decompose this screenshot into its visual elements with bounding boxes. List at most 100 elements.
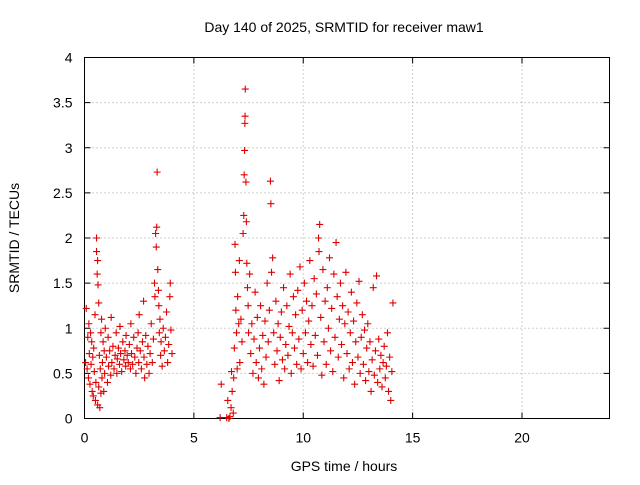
grid (84, 57, 610, 419)
plot-frame (84, 57, 610, 419)
data-point (259, 331, 267, 339)
data-point (347, 288, 355, 296)
data-point (344, 308, 352, 316)
data-point (352, 338, 360, 346)
data-point (140, 353, 148, 361)
data-point (301, 329, 309, 337)
data-point (250, 335, 258, 343)
y-tick-label: 1.5 (53, 275, 73, 291)
data-point (120, 356, 128, 364)
data-point (91, 311, 99, 319)
data-point (295, 335, 303, 343)
y-tick-label: 2.5 (53, 185, 73, 201)
data-point (385, 387, 393, 395)
data-point (378, 383, 386, 391)
data-point (235, 320, 243, 328)
data-point (103, 378, 111, 386)
data-point (159, 324, 167, 332)
axis-ticks: 0 5 10 15 20 0 0.5 1 1.5 2 2.5 3 3.5 4 (53, 50, 610, 446)
data-point (338, 340, 346, 348)
data-point (254, 374, 262, 382)
data-point (266, 177, 274, 185)
data-point (375, 335, 383, 343)
x-tick-label: 0 (81, 430, 89, 446)
data-point (154, 286, 162, 294)
data-point (95, 383, 103, 391)
y-tick-label: 4 (65, 50, 73, 66)
data-point (263, 279, 271, 287)
data-point (262, 353, 270, 361)
data-point (99, 338, 107, 346)
data-point (135, 311, 143, 319)
data-point (267, 200, 275, 208)
data-point (132, 369, 140, 377)
data-point (149, 335, 157, 343)
chart-title: Day 140 of 2025, SRMTID for receiver maw… (204, 19, 484, 35)
data-point (86, 380, 94, 388)
data-point (127, 320, 135, 328)
y-tick-label: 2 (65, 230, 73, 246)
data-point (382, 362, 390, 370)
data-point (315, 234, 323, 242)
data-point (354, 353, 362, 361)
data-point (361, 326, 368, 334)
data-point (317, 313, 325, 321)
data-point (284, 351, 292, 359)
data-point (233, 365, 241, 373)
data-point (216, 414, 224, 422)
data-point (241, 119, 249, 127)
data-points (82, 85, 397, 422)
data-point (93, 248, 101, 256)
data-point (95, 299, 103, 307)
data-point (243, 284, 251, 292)
data-point (165, 340, 173, 348)
data-point (313, 351, 321, 359)
data-point (124, 359, 132, 367)
data-point (94, 257, 102, 265)
data-point (82, 359, 90, 367)
data-point (377, 351, 385, 359)
data-point (322, 360, 330, 368)
data-point (230, 374, 238, 382)
data-point (245, 329, 253, 337)
data-point (364, 320, 372, 328)
data-point (339, 302, 347, 310)
data-point (334, 353, 342, 361)
data-point (153, 223, 161, 231)
data-point (293, 360, 301, 368)
data-point (244, 302, 252, 310)
data-point (97, 329, 105, 337)
data-point (386, 353, 394, 361)
data-point (118, 368, 126, 376)
data-point (95, 351, 103, 359)
data-point (345, 365, 353, 373)
data-point (168, 350, 176, 358)
data-point (249, 369, 257, 377)
data-point (368, 356, 376, 364)
data-point (231, 268, 239, 276)
data-point (247, 350, 255, 358)
data-point (240, 171, 248, 179)
data-point (236, 359, 244, 367)
data-point (297, 365, 305, 373)
data-point (105, 362, 113, 370)
data-point (121, 347, 129, 355)
data-point (242, 218, 250, 226)
data-point (116, 322, 124, 330)
data-point (136, 347, 144, 355)
data-point (134, 329, 142, 337)
y-axis-label: SRMTID / TECUs (6, 183, 22, 293)
data-point (380, 342, 388, 350)
data-point (312, 290, 320, 298)
data-point (246, 270, 254, 278)
data-point (90, 344, 98, 352)
data-point (264, 338, 272, 346)
data-point (306, 257, 314, 265)
data-point (383, 329, 391, 337)
data-point (278, 356, 286, 364)
data-point (228, 387, 236, 395)
data-point (269, 254, 277, 262)
data-point (152, 229, 160, 237)
